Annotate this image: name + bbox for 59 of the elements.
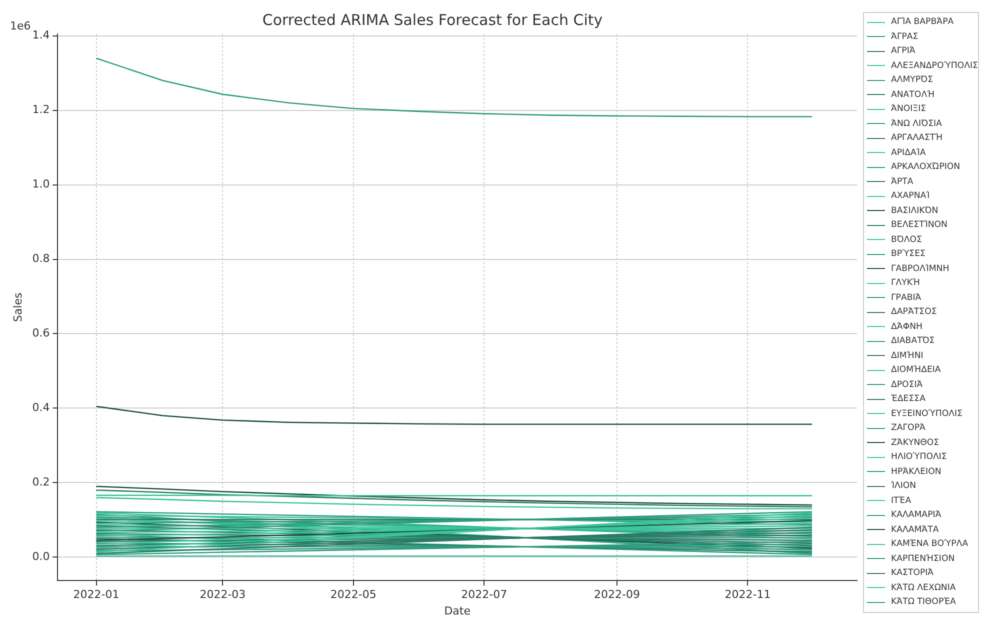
legend-label: ΆΡΤΑ bbox=[891, 176, 914, 187]
x-tick-label: 2022-03 bbox=[200, 588, 246, 602]
legend-label: ΔΡΟΣΙΆ bbox=[891, 380, 923, 390]
legend-label: ΔΙΜΉΝΙ bbox=[891, 350, 924, 361]
legend-label: ΓΑΒΡΟΛΊΜΝΗ bbox=[891, 264, 950, 274]
y-tick-label: 0.6 bbox=[32, 326, 50, 340]
legend-label: ΔΆΦΝΗ bbox=[891, 322, 922, 332]
y-tick-label: 0.4 bbox=[32, 401, 50, 414]
legend-label: ΗΡΆΚΛΕΙΟΝ bbox=[891, 466, 942, 477]
legend-label: ΒΕΛΕΣΤΊΝΟΝ bbox=[891, 220, 948, 230]
legend-label: ΊΛΙΟΝ bbox=[891, 481, 916, 492]
x-tick-label: 2022-09 bbox=[594, 588, 640, 602]
legend-label: ΑΡΙΔΑΊΑ bbox=[891, 148, 926, 158]
y-tick-label: 0.2 bbox=[32, 476, 50, 489]
legend-label: ΑΡΚΑΛΟΧΏΡΙΟΝ bbox=[891, 162, 960, 172]
legend-label: ΆΓΡΑΣ bbox=[891, 32, 918, 42]
x-axis-title: Date bbox=[444, 604, 471, 618]
y-axis-title: Sales bbox=[11, 292, 24, 322]
legend-label: ΒΡΎΣΕΣ bbox=[891, 249, 926, 260]
legend-label: ΒΌΛΟΣ bbox=[891, 234, 922, 245]
legend-label: ΔΑΡΆΤΣΟΣ bbox=[891, 307, 937, 318]
y-tick-label: 1.2 bbox=[32, 103, 50, 116]
y-tick-label: 0.0 bbox=[32, 550, 50, 563]
legend-label: ΖΑΓΟΡΆ bbox=[891, 423, 926, 434]
legend-label: ΑΧΑΡΝΑΊ bbox=[891, 191, 930, 202]
legend-label: ΚΑΡΠΕΝΉΣΙΟΝ bbox=[891, 554, 955, 564]
chart-title: Corrected ARIMA Sales Forecast for Each City bbox=[262, 10, 603, 29]
legend-label: ΒΑΣΙΛΙΚΌΝ bbox=[891, 206, 938, 216]
x-tick-label: 2022-11 bbox=[724, 588, 771, 602]
legend-label: ΚΆΤΩ ΤΙΘΟΡΈΑ bbox=[891, 597, 956, 608]
legend-label: ΚΑΜΈΝΑ ΒΟΎΡΛΑ bbox=[891, 539, 968, 550]
legend-label: ΗΛΙΟΎΠΟΛΙΣ bbox=[891, 452, 947, 462]
legend-label: ΕΥΞΕΙΝΟΎΠΟΛΙΣ bbox=[891, 408, 962, 419]
legend-label: ΙΤΈΑ bbox=[891, 496, 912, 506]
legend-label: ΔΙΑΒΑΤΌΣ bbox=[891, 336, 935, 346]
legend-label: ΔΙΟΜΉΔΕΙΑ bbox=[891, 365, 941, 376]
legend-label: ΖΆΚΥΝΘΟΣ bbox=[891, 438, 940, 448]
legend-label: ΚΑΣΤΟΡΙΆ bbox=[891, 568, 934, 578]
legend-label: ΚΑΛΑΜΑΡΙΆ bbox=[891, 510, 942, 520]
legend-label: ΓΛΥΚΉ bbox=[891, 278, 920, 288]
y-tick-label: 1.4 bbox=[32, 28, 50, 42]
x-tick-label: 2022-05 bbox=[330, 588, 376, 602]
legend-label: ΚΑΛΑΜΆΤΑ bbox=[891, 524, 939, 535]
legend-label: ΑΛΕΞΑΝΔΡΟΎΠΟΛΙΣ bbox=[891, 60, 978, 71]
legend-label: ΓΡΑΒΙΆ bbox=[891, 292, 922, 303]
x-tick-label: 2022-01 bbox=[73, 588, 120, 602]
legend-label: ΑΓΡΙΆ bbox=[891, 46, 916, 56]
legend-label: ΑΛΜΥΡΌΣ bbox=[891, 75, 934, 86]
legend-label: ΈΔΕΣΣΑ bbox=[891, 394, 926, 404]
legend-label: ΆΝΩ ΛΙΌΣΙΑ bbox=[891, 118, 942, 129]
legend-label: ΚΆΤΩ ΛΕΧΩΝΙΑ bbox=[891, 582, 956, 593]
text: 1e6 bbox=[10, 19, 31, 32]
y-tick-label: 0.8 bbox=[32, 252, 50, 266]
legend-label: ΑΓΊΑ ΒΑΡΒΆΡΑ bbox=[891, 17, 954, 28]
legend-label: ΆΝΟΙΞΙΣ bbox=[891, 104, 926, 114]
legend-label: ΑΡΓΑΛΑΣΤΉ bbox=[891, 133, 943, 144]
x-tick-label: 2022-07 bbox=[461, 588, 508, 602]
y-tick-label: 1.0 bbox=[32, 178, 50, 191]
legend-label: ΑΝΑΤΟΛΉ bbox=[891, 90, 935, 100]
